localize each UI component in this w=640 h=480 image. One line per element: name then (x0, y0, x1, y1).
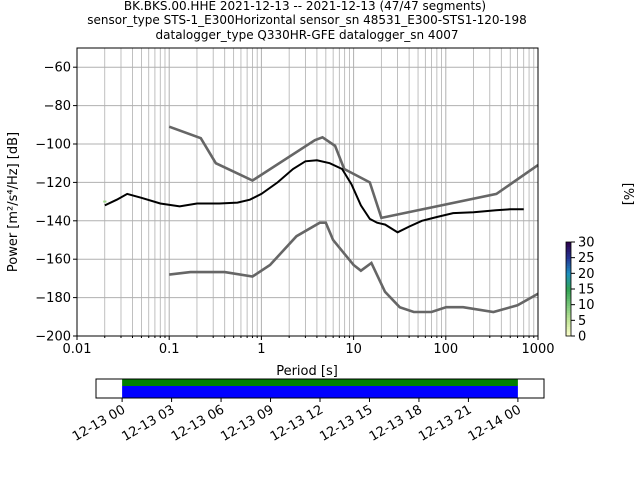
colorbar-segment (566, 284, 571, 288)
colorbar-segment (566, 321, 571, 325)
psd-density-cell (103, 200, 107, 203)
colorbar-segment (566, 317, 571, 320)
colorbar-segment (566, 246, 571, 250)
colorbar-segment (566, 303, 571, 306)
colorbar-segment (566, 305, 571, 309)
colorbar-segment (566, 331, 571, 335)
y-tick-label: −140 (35, 214, 71, 229)
x-tick-label: 1 (257, 342, 265, 357)
timeline-tick-label: 12-13 12 (268, 402, 326, 444)
colorbar-tick-label: 10 (578, 298, 595, 313)
colorbar-segment (566, 272, 571, 276)
colorbar-segment (566, 277, 571, 280)
title-line-2: sensor_type STS-1_E300Horizontal sensor_… (87, 13, 527, 27)
colorbar-segment (566, 314, 571, 318)
colorbar-segment (566, 291, 571, 295)
x-tick-label: 10 (345, 342, 362, 357)
timeline-tick-label: 12-13 00 (70, 402, 128, 444)
high-noise-model-line (168, 125, 539, 220)
colorbar-label: [%] (620, 183, 635, 206)
timeline-tick-label: 12-13 09 (218, 402, 276, 444)
timeline-coverage-bar (122, 379, 518, 386)
colorbar-segment (566, 298, 571, 302)
colorbar-segment (566, 310, 571, 313)
colorbar-segment (566, 319, 571, 323)
y-tick-label: −160 (35, 253, 71, 268)
timeline-tick-label: 12-13 15 (317, 402, 375, 444)
colorbar-segment (566, 279, 571, 283)
timeline-tick-label: 12-13 06 (169, 402, 227, 444)
colorbar-segment (566, 249, 571, 252)
colorbar-segment (566, 260, 571, 264)
y-tick-label: −100 (35, 138, 71, 153)
plot-frame (76, 47, 539, 337)
colorbar-segment (566, 300, 571, 304)
y-tick-label: −80 (44, 99, 71, 114)
y-axis-label: Power [m²/s⁴/Hz] [dB] (6, 132, 21, 272)
median-psd-line (104, 159, 524, 234)
colorbar-segment (566, 307, 571, 311)
low-noise-model-line (169, 221, 539, 314)
colorbar-segment (566, 267, 571, 271)
plot-background (77, 48, 538, 336)
colorbar-segment (566, 289, 571, 292)
colorbar-segment (566, 244, 571, 248)
colorbar-segment (566, 293, 571, 297)
colorbar-segment (566, 286, 571, 290)
timeline-segments-bar (122, 386, 518, 398)
colorbar-tick-label: 25 (578, 251, 595, 266)
colorbar-segment (566, 270, 571, 273)
x-tick-label: 0.1 (159, 342, 180, 357)
colorbar-segment (566, 256, 571, 259)
grid (76, 48, 538, 337)
colorbar-tick-label: 15 (578, 283, 595, 298)
title-line-1: BK.BKS.00.HHE 2021-12-13 -- 2021-12-13 (… (124, 0, 486, 13)
timeline-tick-label: 12-14 00 (466, 402, 524, 444)
colorbar-segment (566, 281, 571, 285)
colorbar-segment (566, 265, 571, 269)
colorbar-tick-label: 5 (578, 314, 586, 329)
y-tick-label: −60 (44, 61, 71, 76)
x-tick-label: 100 (433, 342, 458, 357)
timeline-tick-label: 12-13 21 (416, 402, 474, 444)
psd-density (103, 200, 107, 203)
colorbar-segment (566, 296, 571, 299)
colorbar-segment (566, 312, 571, 316)
colorbar-segment (566, 242, 571, 245)
colorbar-segment (566, 258, 571, 262)
y-tick-label: −120 (35, 176, 71, 191)
colorbar-segment (566, 263, 571, 266)
colorbar-tick-label: 0 (578, 330, 586, 345)
colorbar-tick-label: 20 (578, 267, 595, 282)
y-tick-label: −200 (35, 330, 71, 345)
colorbar-segment (566, 326, 571, 330)
colorbar-segment (566, 333, 571, 337)
colorbar-segment (566, 324, 571, 327)
timeline-tick-label: 12-13 03 (119, 402, 177, 444)
x-tick-label: 1000 (521, 342, 554, 357)
colorbar-segment (566, 251, 571, 255)
y-tick-label: −180 (35, 291, 71, 306)
x-tick-label: 0.01 (63, 342, 92, 357)
timeline-tick-label: 12-13 18 (367, 402, 425, 444)
title-line-3: datalogger_type Q330HR-GFE datalogger_sn… (156, 28, 459, 42)
colorbar-tick-label: 30 (578, 236, 595, 251)
colorbar-segment (566, 328, 571, 332)
x-axis-label: Period [s] (276, 364, 338, 379)
axes: 0.01 0.1 1 10 100 1000 −60 −80 −100 −120 −140 −160 −… (35, 61, 554, 357)
colorbar-segment (566, 274, 571, 278)
psd-plot-area: 0.01 0.1 1 10 100 1000 −60 −80 −100 −120 −140 −160 −… (35, 47, 555, 357)
colorbar-segment (566, 253, 571, 257)
